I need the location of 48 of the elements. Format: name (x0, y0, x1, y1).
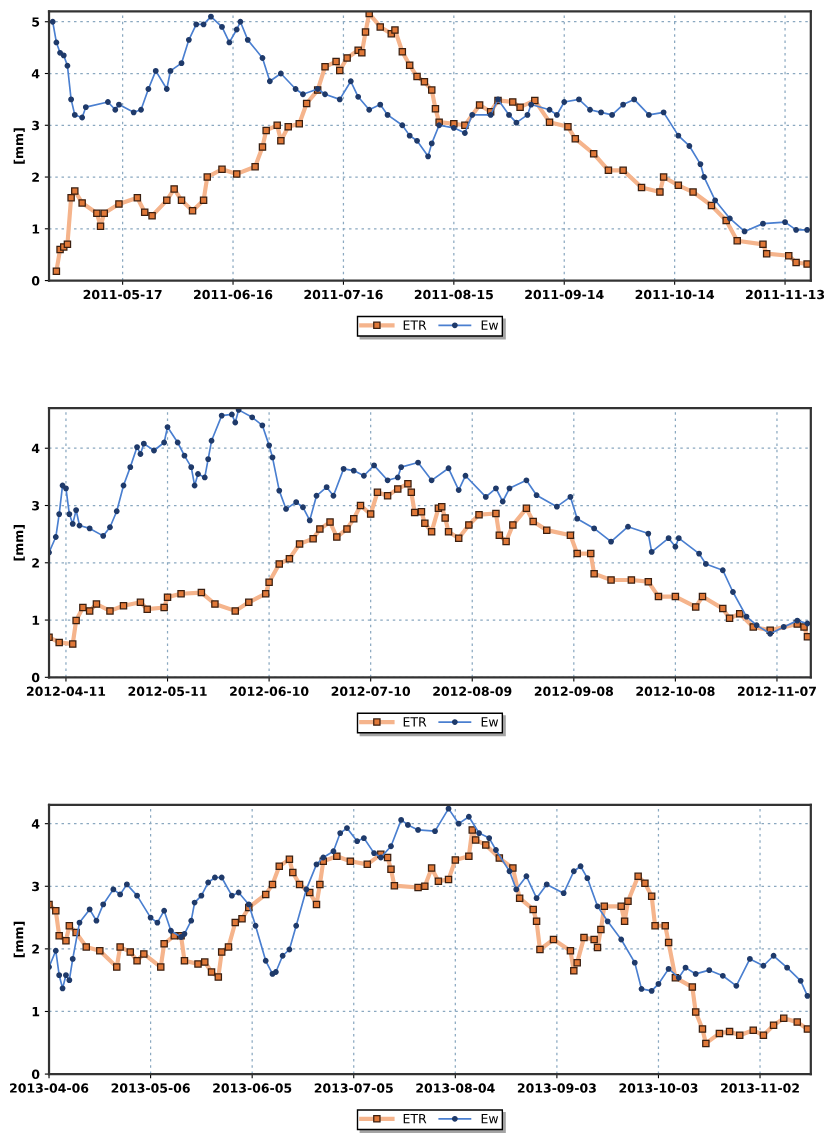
y-tick-label: 3 (32, 120, 40, 131)
y-axis-title: [mm] (13, 525, 25, 561)
x-tick-label: 2012-11-07 (737, 686, 816, 697)
legend-label: ETR (403, 1114, 427, 1124)
x-tick-label: 2011-07-16 (304, 289, 383, 300)
legend-label: Ew (481, 1114, 499, 1124)
y-tick-label: 2 (32, 172, 39, 182)
x-tick-label: 2012-07-10 (331, 686, 411, 697)
y-tick-label: 1 (32, 1007, 40, 1017)
y-tick-label: 0 (31, 672, 40, 683)
y-axis-title: [mm] (13, 921, 25, 958)
y-tick-label: 0 (31, 276, 40, 286)
x-tick-label: 2012-05-11 (128, 686, 207, 697)
legend-label: ETR (403, 320, 427, 330)
x-tick-label: 2013-11-02 (721, 1083, 799, 1093)
y-tick-label: 1 (32, 224, 40, 234)
y-tick-label: 3 (32, 881, 40, 892)
y-tick-label: 2 (32, 944, 39, 954)
x-tick-label: 2011-10-14 (635, 289, 715, 300)
x-tick-label: 2011-06-16 (194, 289, 273, 300)
x-tick-label: 2011-08-15 (414, 289, 493, 300)
x-tick-label: 2013-09-03 (517, 1083, 596, 1093)
y-tick-label: 4 (31, 69, 40, 79)
y-tick-label: 1 (32, 615, 40, 625)
x-tick-label: 2011-09-14 (525, 289, 604, 300)
x-tick-label: 2013-10-03 (619, 1083, 698, 1093)
x-tick-label: 2012-06-10 (230, 686, 309, 697)
x-tick-label: 2012-08-09 (433, 686, 512, 697)
y-axis-title: [mm] (13, 128, 25, 164)
legend-label: ETR (403, 717, 427, 727)
x-tick-label: 2012-09-08 (534, 686, 614, 697)
x-tick-label: 2011-05-17 (83, 289, 162, 300)
legend-label: Ew (481, 320, 499, 330)
x-tick-label: 2013-04-06 (10, 1083, 89, 1093)
x-tick-label: 2012-04-11 (26, 686, 106, 697)
y-tick-label: 0 (31, 1069, 40, 1079)
x-tick-label: 2012-10-08 (636, 686, 715, 697)
x-tick-label: 2013-07-05 (314, 1083, 393, 1093)
legend-label: Ew (481, 717, 499, 727)
y-tick-label: 3 (32, 500, 40, 511)
y-tick-label: 4 (31, 443, 40, 453)
y-tick-label: 4 (31, 819, 40, 829)
x-tick-label: 2013-08-04 (416, 1083, 495, 1093)
y-tick-label: 5 (32, 17, 40, 27)
x-tick-label: 2013-05-06 (111, 1083, 190, 1093)
x-tick-label: 2013-06-05 (213, 1083, 292, 1093)
x-tick-label: 2011-11-13 (746, 289, 824, 300)
y-tick-label: 2 (32, 558, 39, 568)
